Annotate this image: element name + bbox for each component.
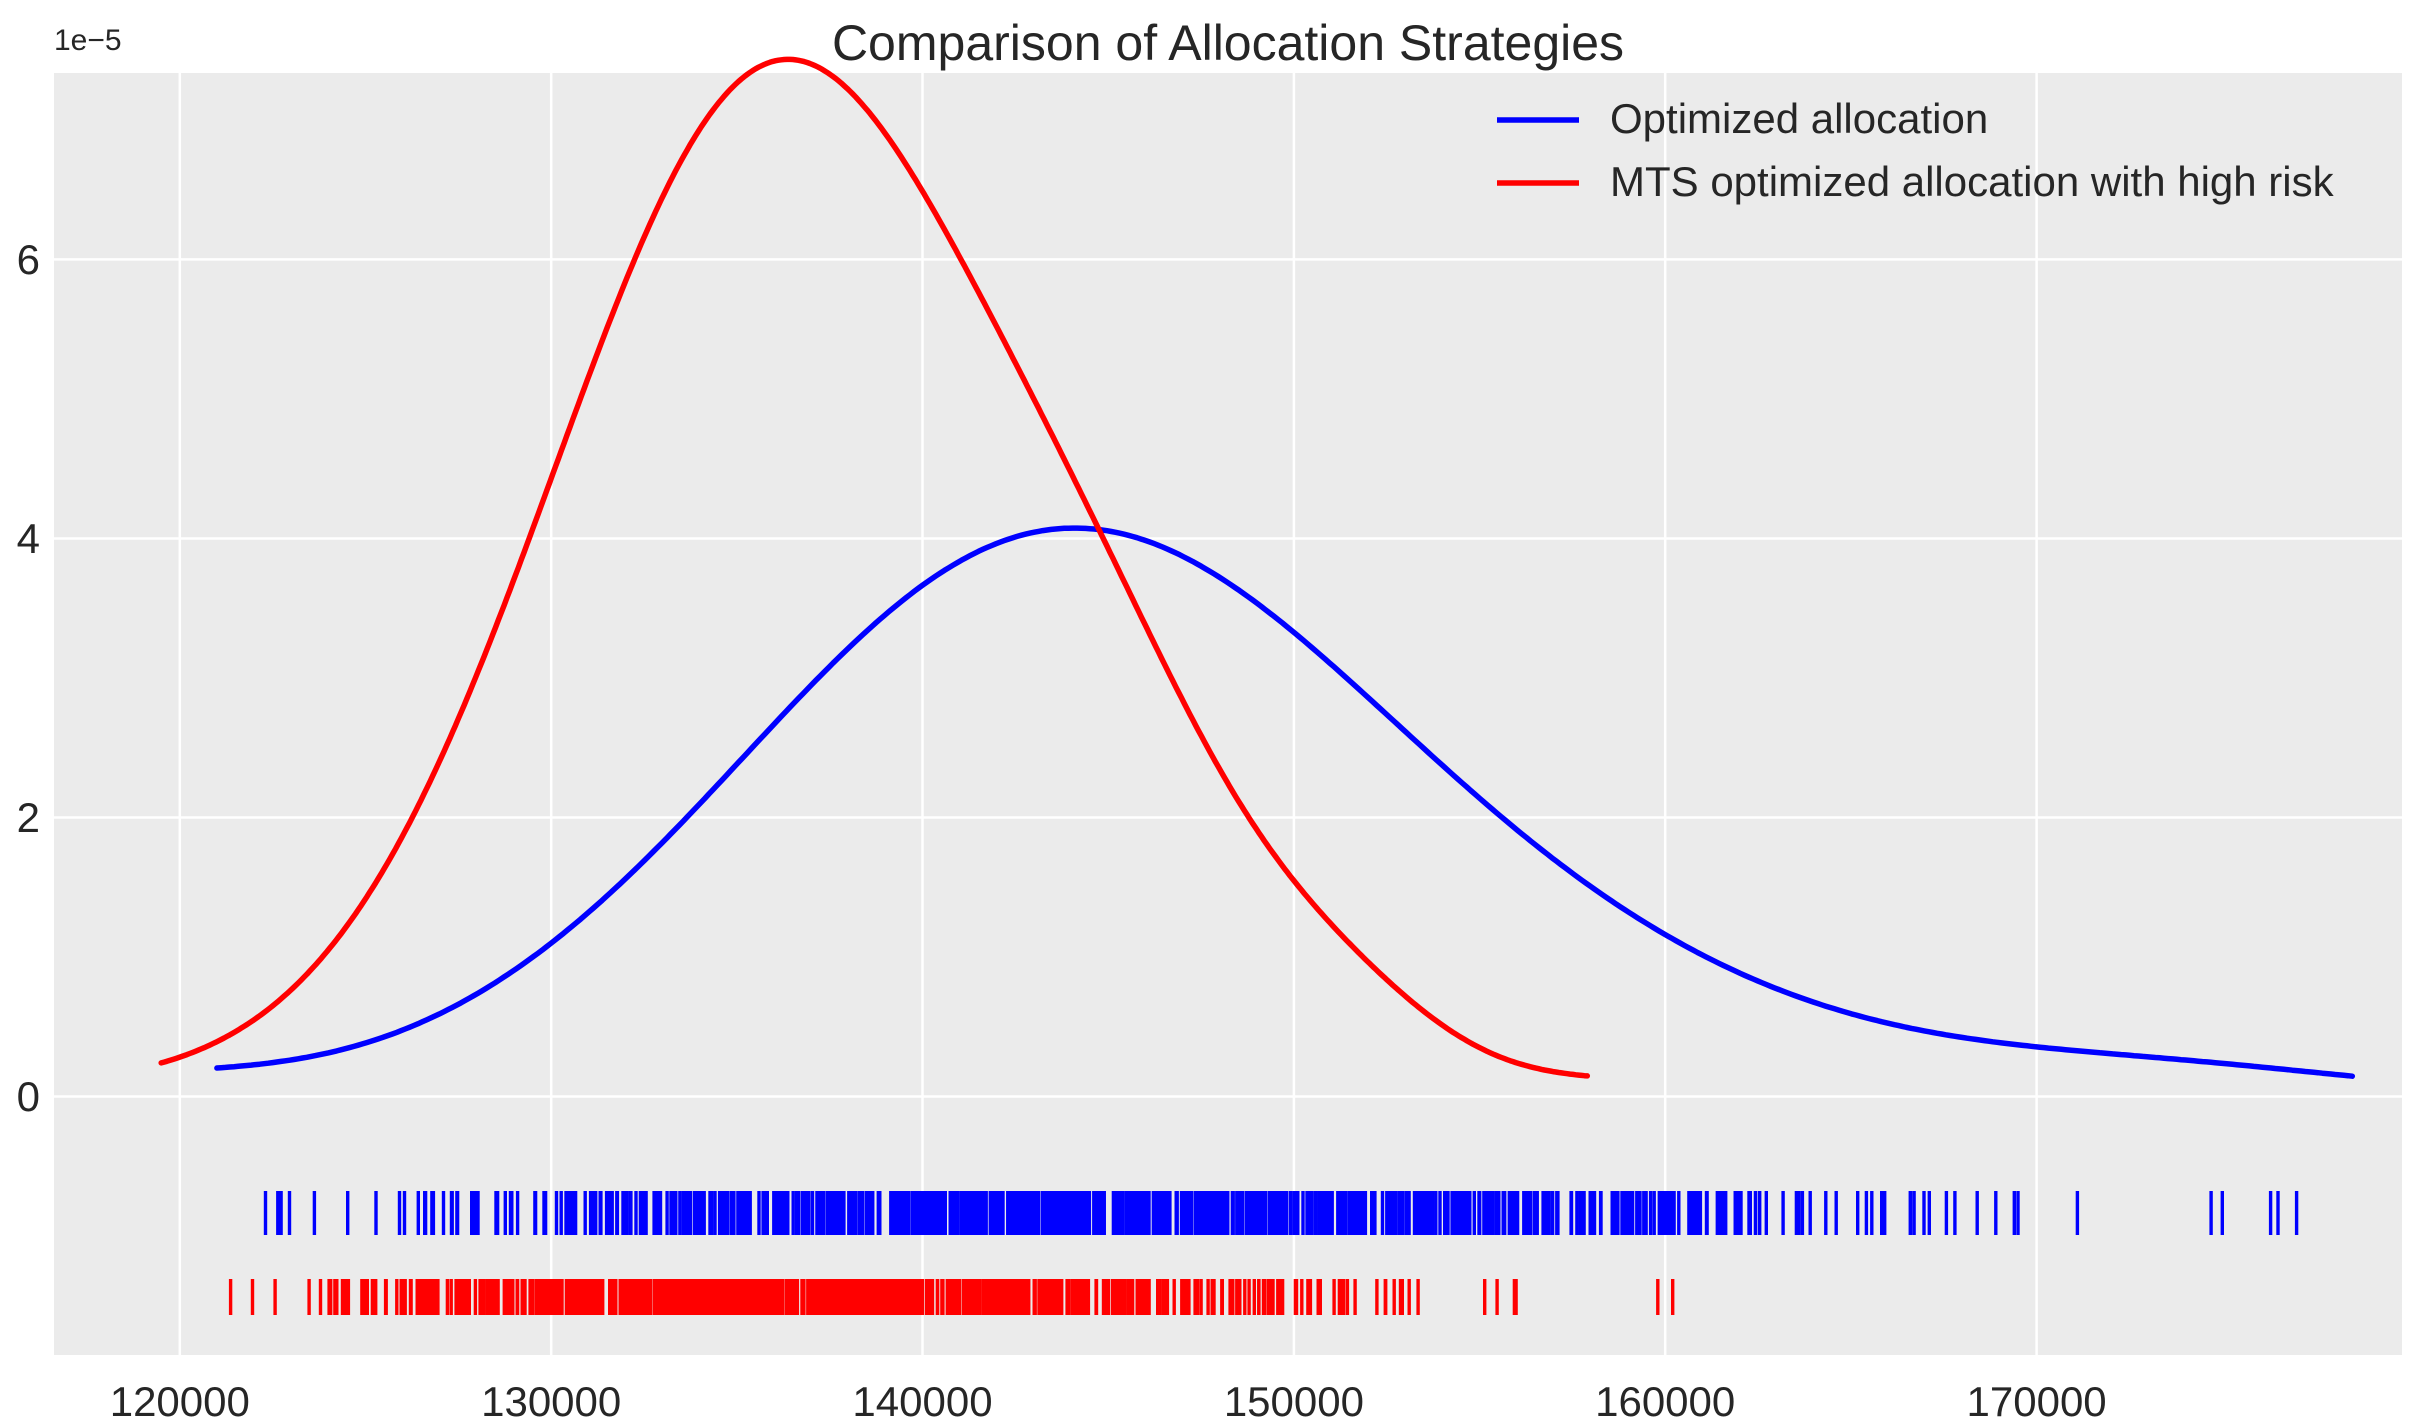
svg-text:0: 0 <box>17 1073 40 1120</box>
svg-text:4: 4 <box>17 515 40 562</box>
svg-text:170000: 170000 <box>1967 1378 2107 1423</box>
svg-text:150000: 150000 <box>1224 1378 1364 1423</box>
svg-text:Optimized allocation: Optimized allocation <box>1610 95 1988 142</box>
svg-text:130000: 130000 <box>481 1378 621 1423</box>
svg-text:2: 2 <box>17 794 40 841</box>
svg-text:MTS optimized allocation with: MTS optimized allocation with high risk <box>1610 158 2335 205</box>
svg-text:160000: 160000 <box>1595 1378 1735 1423</box>
svg-text:120000: 120000 <box>110 1378 250 1423</box>
svg-text:6: 6 <box>17 236 40 283</box>
svg-text:140000: 140000 <box>852 1378 992 1423</box>
